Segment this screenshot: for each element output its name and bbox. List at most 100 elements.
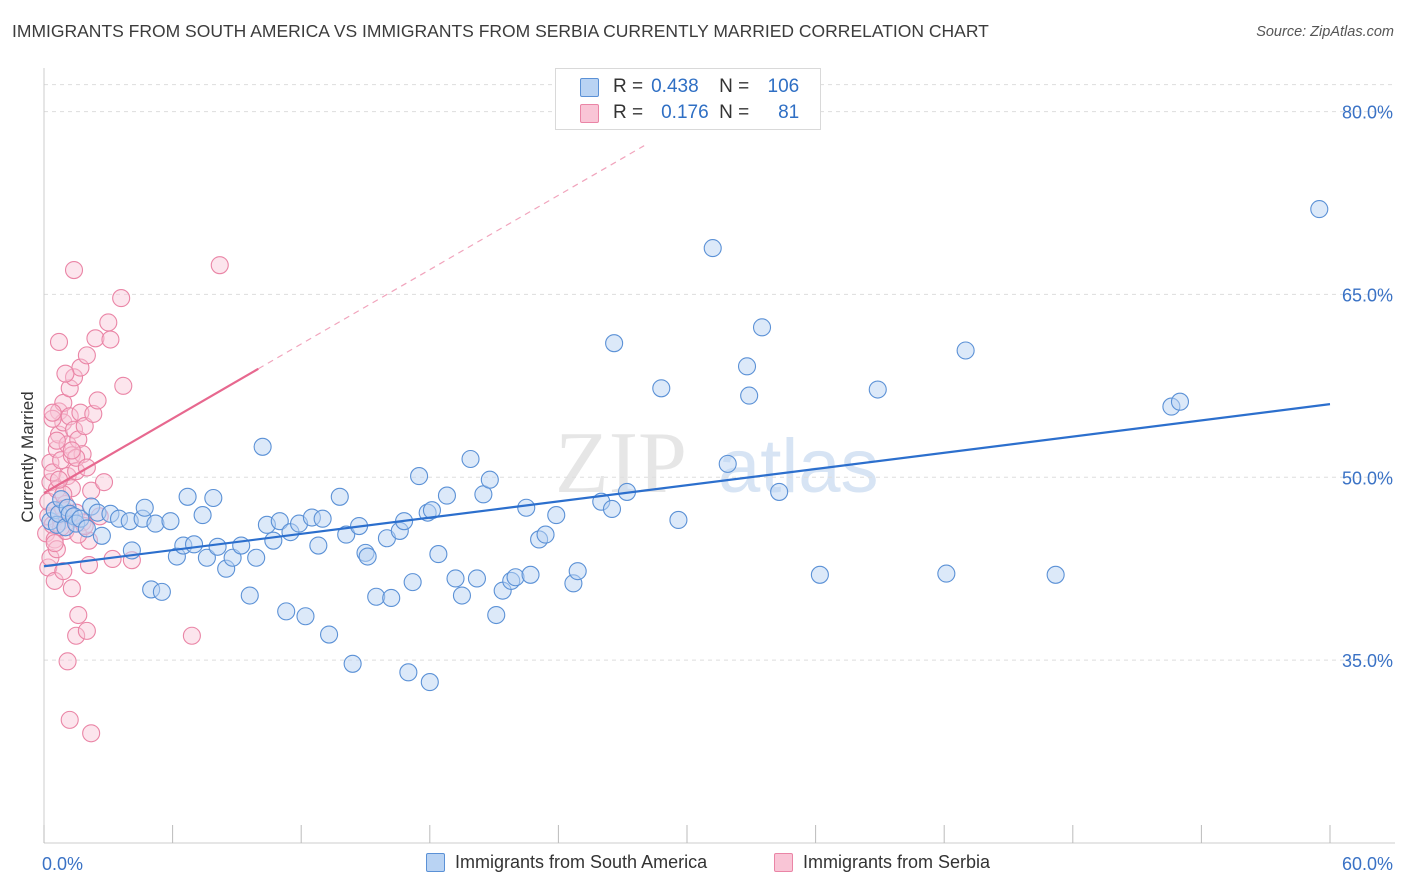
serbia-point	[49, 402, 69, 421]
south-america-point	[429, 545, 448, 564]
south-america-point	[309, 536, 328, 555]
south-america-point	[320, 625, 339, 644]
south-america-point	[77, 519, 96, 538]
south-america-point	[452, 586, 472, 605]
south-america-point	[487, 605, 506, 625]
serbia-point	[60, 710, 79, 729]
serbia-point	[88, 391, 107, 410]
south-america-point	[204, 488, 223, 508]
south-america-point	[547, 506, 566, 525]
south-america-points	[41, 200, 1329, 692]
axes	[43, 68, 1395, 844]
serbia-point	[60, 379, 79, 398]
south-america-point	[669, 510, 688, 530]
south-america-point	[367, 587, 386, 606]
serbia-point	[94, 473, 114, 492]
x-tick-labels: 0.0% 60.0%	[42, 854, 1393, 874]
south-america-point	[399, 663, 418, 682]
south-america-point	[92, 526, 111, 545]
y-tick-labels: 35.0% 50.0% 65.0% 80.0%	[1342, 103, 1393, 672]
south-america-point	[740, 386, 759, 405]
serbia-point	[64, 260, 84, 280]
south-america-point	[956, 341, 975, 360]
legend-n-label: N =	[719, 76, 750, 97]
serbia-point	[54, 562, 73, 581]
serbia-point	[86, 329, 105, 348]
legend-r-value: 0.176	[661, 102, 709, 123]
bottom-legend-label: Immigrants from Serbia	[803, 852, 991, 872]
serbia-point	[45, 534, 64, 553]
legend-row-south-america: R = 0.438 N = 106	[580, 76, 799, 98]
serbia-point	[210, 256, 229, 275]
legend-n-value: 106	[767, 76, 800, 97]
south-america-point	[161, 512, 180, 531]
serbia-point	[182, 626, 201, 645]
legend-n-value: 81	[778, 102, 800, 123]
serbia-point	[99, 313, 118, 332]
serbia-point	[58, 652, 77, 671]
south-america-point	[480, 470, 499, 489]
south-america-point	[521, 565, 540, 584]
south-america-point	[568, 562, 587, 581]
south-america-point	[330, 487, 349, 506]
x-tick-label: 60.0%	[1342, 854, 1393, 874]
serbia-point	[77, 621, 96, 640]
south-america-point	[313, 509, 332, 528]
legend-row-serbia: R = 0.176 N = 81	[580, 102, 799, 124]
source-credit: Source: ZipAtlas.com	[1256, 24, 1394, 40]
south-america-point	[602, 499, 622, 519]
south-america-point	[197, 548, 216, 567]
south-america-point	[337, 525, 356, 544]
watermark-atlas: atlas	[718, 424, 879, 509]
south-america-point	[135, 498, 154, 517]
serbia-point	[56, 364, 75, 383]
south-america-point	[517, 498, 536, 517]
legend-n-label: N =	[719, 102, 750, 123]
serbia-point	[71, 403, 90, 422]
serbia-point	[69, 605, 88, 625]
gridlines	[44, 84, 1395, 661]
south-america-point	[446, 569, 465, 588]
legend-r-label: R =	[613, 76, 644, 97]
south-america-point	[208, 537, 227, 556]
bottom-legend-serbia: Immigrants from Serbia	[774, 852, 990, 873]
south-america-point	[1310, 200, 1329, 219]
legend-r-label: R =	[613, 102, 644, 123]
serbia-point	[64, 420, 84, 439]
x-tick-label: 0.0%	[42, 854, 83, 874]
serbia-trend-extension	[258, 145, 645, 370]
y-tick-label: 65.0%	[1342, 285, 1393, 305]
south-america-trend-line	[43, 403, 1331, 568]
south-america-point	[152, 582, 171, 601]
south-america-point	[605, 334, 624, 353]
serbia-point	[67, 462, 86, 481]
south-america-point	[410, 467, 429, 486]
south-america-point	[382, 588, 401, 608]
bottom-legend-south-america: Immigrants from South America	[426, 852, 707, 873]
south-america-point	[277, 602, 296, 621]
south-america-point	[184, 535, 204, 554]
south-america-point	[770, 482, 789, 501]
south-america-point	[737, 357, 757, 376]
serbia-point	[114, 376, 133, 395]
south-america-point	[1046, 565, 1065, 584]
south-america-point	[270, 512, 289, 531]
serbia-point	[62, 579, 81, 598]
legend-r-value: 0.438	[651, 76, 699, 97]
serbia-trend-line	[43, 367, 259, 495]
serbia-point	[49, 332, 69, 352]
south-america-point	[296, 607, 315, 626]
south-america-point	[506, 568, 525, 587]
bottom-legend-swatch-south-america	[426, 853, 445, 872]
serbia-point	[47, 431, 66, 450]
bottom-legend-swatch-serbia	[774, 853, 793, 872]
south-america-point	[703, 239, 722, 258]
y-axis-label: Currently Married	[18, 391, 37, 522]
south-america-point	[253, 437, 272, 456]
south-america-point	[343, 654, 362, 673]
serbia-point	[62, 441, 81, 460]
y-tick-label: 50.0%	[1342, 468, 1393, 488]
serbia-point	[82, 724, 101, 743]
south-america-point	[536, 525, 555, 544]
